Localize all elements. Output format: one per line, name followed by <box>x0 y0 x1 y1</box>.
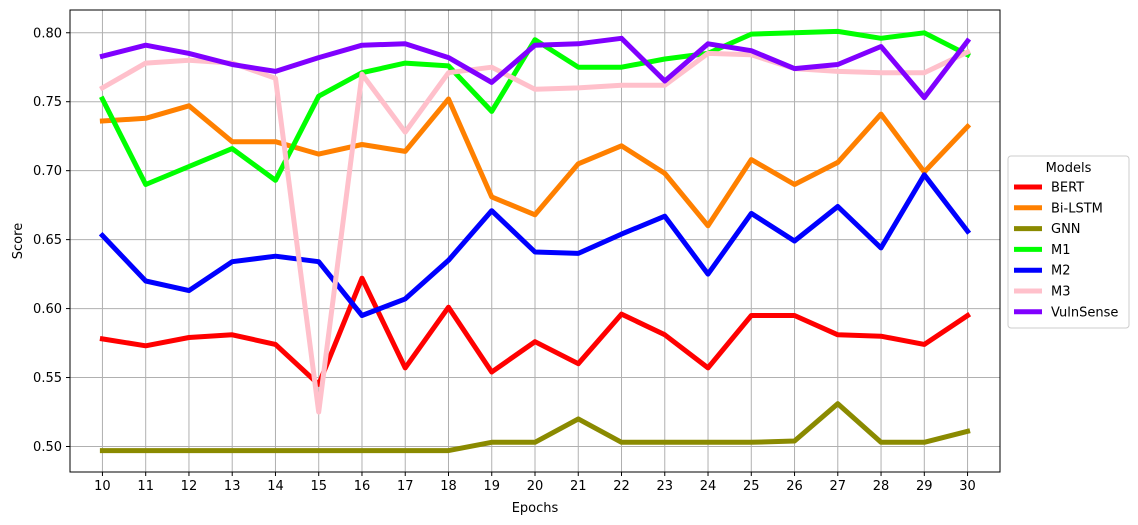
legend-box <box>1007 155 1130 329</box>
series-line-bi-lstm <box>99 96 972 229</box>
legend-label-bi-lstm: Bi-LSTM <box>1051 201 1103 216</box>
x-tick-label: 21 <box>570 479 587 494</box>
x-tick-label: 10 <box>94 479 111 494</box>
x-tick-label: 12 <box>181 479 198 494</box>
x-tick-label: 16 <box>354 479 371 494</box>
x-tick-label: 14 <box>267 479 284 494</box>
legend: Models BERT Bi-LSTM GNN M1 M2 M3 VulnSense <box>1007 155 1130 329</box>
series-line-m1 <box>99 28 971 187</box>
grid-lines <box>70 10 1000 472</box>
x-tick-label: 15 <box>310 479 327 494</box>
x-tick-label: 17 <box>397 479 414 494</box>
x-tick-label: 13 <box>224 479 241 494</box>
y-axis-ticks: 0.50 0.55 0.60 0.65 0.70 0.75 0.80 <box>33 26 70 455</box>
series-line-vulnsense <box>99 35 972 101</box>
y-tick-label: 0.80 <box>33 26 62 41</box>
legend-label-gnn: GNN <box>1051 222 1081 237</box>
x-tick-label: 28 <box>873 479 890 494</box>
legend-label-m1: M1 <box>1051 243 1071 258</box>
x-tick-label: 18 <box>440 479 457 494</box>
y-tick-label: 0.75 <box>33 95 62 110</box>
x-tick-label: 22 <box>613 479 630 494</box>
y-axis-label: Score <box>11 223 26 259</box>
legend-label-m3: M3 <box>1051 285 1071 300</box>
series-line-bert <box>99 275 972 387</box>
y-tick-label: 0.55 <box>33 371 62 386</box>
y-tick-label: 0.50 <box>33 440 62 455</box>
legend-title: Models <box>1046 161 1092 176</box>
legend-label-vulnsense: VulnSense <box>1051 305 1118 320</box>
series-line-m2 <box>98 172 972 318</box>
x-tick-label: 26 <box>786 479 803 494</box>
x-axis-label: Epochs <box>512 501 559 516</box>
y-tick-label: 0.65 <box>33 233 62 248</box>
x-tick-label: 11 <box>137 479 154 494</box>
legend-label-m2: M2 <box>1051 264 1071 279</box>
x-tick-label: 23 <box>656 479 673 494</box>
x-tick-label: 30 <box>959 479 976 494</box>
x-tick-label: 24 <box>700 479 717 494</box>
x-tick-label: 20 <box>527 479 544 494</box>
y-tick-label: 0.60 <box>33 302 62 317</box>
x-axis-ticks: 10 11 12 13 14 15 16 17 18 19 20 21 22 23 24 25 26 27 28 29… <box>94 472 976 494</box>
x-tick-label: 29 <box>916 479 933 494</box>
series-line-gnn <box>99 401 971 454</box>
legend-items: BERT Bi-LSTM GNN M1 M2 M3 VulnSense <box>1014 181 1118 320</box>
y-tick-label: 0.70 <box>33 164 62 179</box>
x-tick-label: 25 <box>743 479 760 494</box>
x-tick-label: 27 <box>830 479 847 494</box>
legend-label-bert: BERT <box>1051 181 1084 196</box>
series-lines <box>98 28 972 454</box>
x-tick-label: 19 <box>483 479 500 494</box>
